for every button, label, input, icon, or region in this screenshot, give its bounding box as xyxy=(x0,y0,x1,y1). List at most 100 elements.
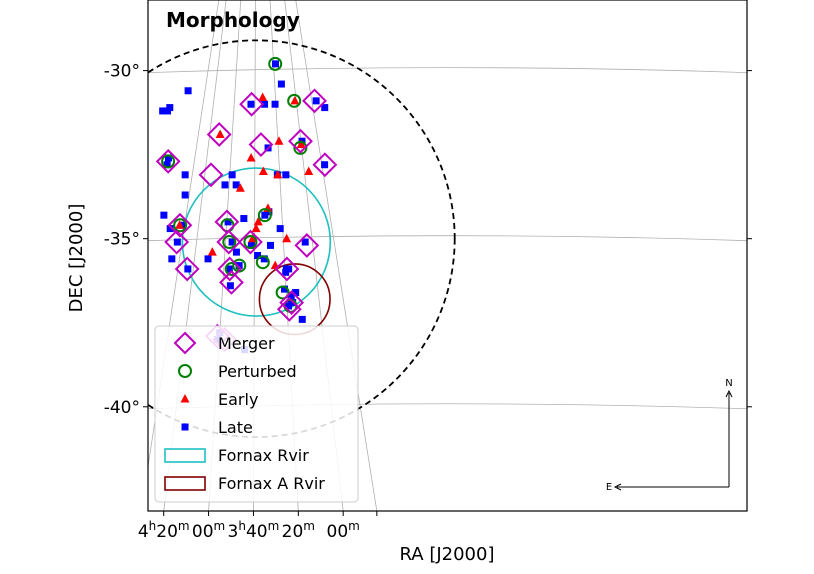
late-point-43 xyxy=(285,265,293,273)
merger-point-1 xyxy=(164,229,190,255)
late-point-35 xyxy=(260,255,268,263)
x-tick-label-main-1: 00 xyxy=(192,522,214,542)
compass: N E xyxy=(606,378,733,493)
late-point-7 xyxy=(166,225,174,233)
late-point-32 xyxy=(261,211,269,219)
merger-point-14 xyxy=(276,296,302,322)
legend-label-perturbed: Perturbed xyxy=(218,362,297,381)
late-point-28 xyxy=(271,100,279,108)
early-point-15 xyxy=(290,95,300,105)
x-tick-label-2: 3h40m xyxy=(228,519,280,542)
merger-point-0 xyxy=(155,148,181,174)
perturbed-point-6 xyxy=(243,235,258,250)
legend-label-early: Early xyxy=(218,390,258,409)
compass-east-label: E xyxy=(606,482,612,493)
legend-markers xyxy=(164,331,206,491)
late-point-27 xyxy=(261,100,269,108)
x-tick-label-rest-0: 20 xyxy=(156,522,178,542)
x-tick-label-1: 00m xyxy=(192,519,225,542)
late-point-22 xyxy=(225,265,233,273)
data-points xyxy=(155,56,338,354)
x-axis-label: RA [J2000] xyxy=(400,544,495,565)
merger-point-5 xyxy=(206,122,232,147)
late-point-33 xyxy=(266,241,274,249)
perturbed-point-4 xyxy=(224,261,239,276)
grid-parallel-0 xyxy=(148,67,747,73)
late-point-4 xyxy=(163,161,171,169)
merger-point-12 xyxy=(248,132,274,157)
late-point-5 xyxy=(164,154,172,162)
grid-meridian-extra-0 xyxy=(148,0,220,470)
x-tick-label-sup2-0: m xyxy=(178,519,190,533)
early-point-7 xyxy=(253,216,263,226)
merger-point-4 xyxy=(198,162,224,188)
early-point-9 xyxy=(258,166,268,175)
merger-point-3 xyxy=(174,256,200,282)
legend-marker-perturbed xyxy=(178,364,192,378)
early-point-2 xyxy=(215,129,225,138)
late-point-0 xyxy=(159,107,167,115)
early-point-3 xyxy=(235,183,245,192)
legend-label-fornax-rvir: Fornax Rvir xyxy=(218,446,309,465)
late-point-2 xyxy=(166,104,174,112)
x-tick-label-sup-2: h xyxy=(238,519,246,533)
late-point-24 xyxy=(240,215,248,223)
late-point-29 xyxy=(277,80,285,88)
plot-frame xyxy=(147,0,748,512)
late-point-54 xyxy=(321,161,329,169)
compass-north-arrowhead xyxy=(725,389,733,398)
x-tick-label-sup-3: m xyxy=(303,519,315,533)
legend-marker-fornax-rvir xyxy=(164,448,206,463)
late-point-52 xyxy=(312,97,320,105)
late-point-14 xyxy=(204,255,212,263)
late-point-20 xyxy=(232,248,240,256)
perturbed-point-11 xyxy=(287,93,302,108)
merger-point-8 xyxy=(217,256,243,282)
late-point-15 xyxy=(221,181,229,189)
merger-point-18 xyxy=(302,88,327,114)
late-point-19 xyxy=(228,238,236,246)
axes: -30°-35°-40°4h20m 00m 3h40m 20m 00m xyxy=(104,62,752,542)
late-point-38 xyxy=(282,171,290,179)
early-point-0 xyxy=(175,220,185,229)
late-point-36 xyxy=(254,252,262,259)
late-point-51 xyxy=(301,238,309,246)
x-tick-label-sup-0: h xyxy=(149,519,157,533)
x-tick-label-rest-2: 40 xyxy=(246,522,268,542)
early-point-4 xyxy=(246,153,256,162)
late-point-8 xyxy=(168,255,176,263)
y-axis-label: DEC [J2000] xyxy=(66,204,87,313)
perturbed-point-0 xyxy=(161,154,176,169)
late-point-18 xyxy=(224,218,232,226)
legend-marker-fornax-a-rvir xyxy=(164,476,206,491)
merger-point-10 xyxy=(238,229,263,255)
x-tick-label-3: 20m xyxy=(282,519,315,542)
perturbed-point-10 xyxy=(275,285,290,300)
region-fornax-rvir xyxy=(181,167,332,317)
late-point-9 xyxy=(173,238,181,246)
compass-east-arrowhead xyxy=(613,483,622,491)
x-tick-label-main-2: 3 xyxy=(228,522,239,542)
late-point-10 xyxy=(178,221,186,229)
merger-point-2 xyxy=(167,212,193,238)
late-point-25 xyxy=(247,241,255,249)
late-point-6 xyxy=(160,211,168,219)
late-point-34 xyxy=(276,225,284,233)
y-tick-label-0: -30° xyxy=(104,62,140,82)
late-point-26 xyxy=(247,100,255,108)
x-tick-label-sup-4: m xyxy=(348,519,360,533)
perturbed-point-12 xyxy=(293,140,308,155)
x-tick-label-main-0: 4 xyxy=(138,522,149,542)
x-tick-label-0: 4h20m xyxy=(138,519,190,542)
y-tick-label-1: -35° xyxy=(104,230,140,250)
late-point-47 xyxy=(292,288,300,296)
perturbed-point-8 xyxy=(257,208,272,223)
y-tick-label-2: -40° xyxy=(104,398,140,418)
late-point-49 xyxy=(298,315,306,323)
late-point-13 xyxy=(184,265,192,273)
x-tick-label-sup-1: m xyxy=(214,519,226,533)
late-point-21 xyxy=(235,262,243,270)
chart-title: Morphology xyxy=(166,8,300,32)
